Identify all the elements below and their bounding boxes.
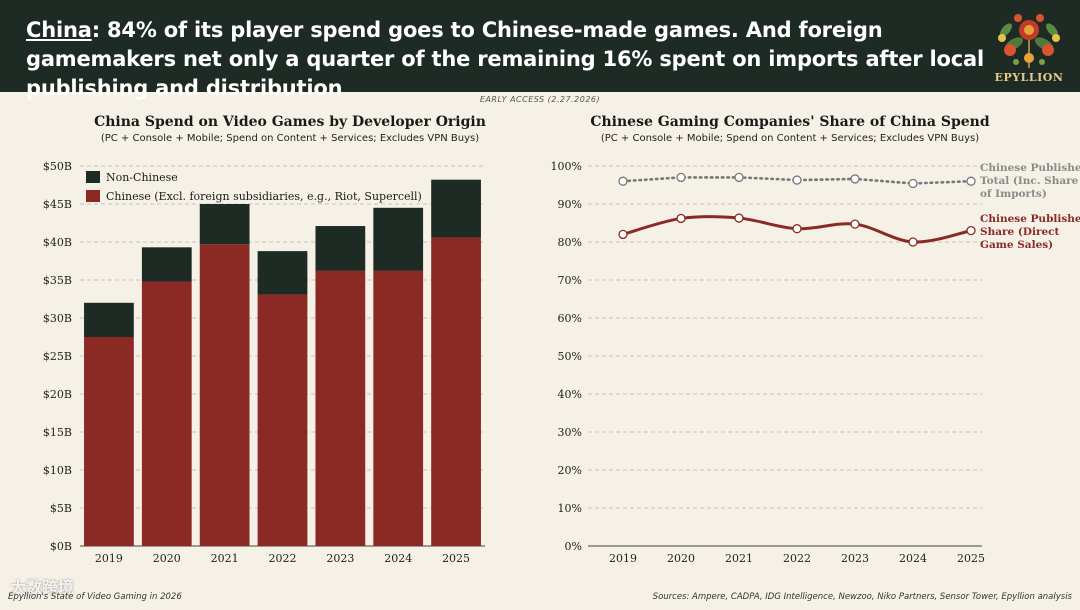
bar-segment	[315, 226, 366, 271]
bar-segment	[257, 251, 308, 295]
data-point	[676, 213, 686, 224]
y-tick-label: 20%	[558, 464, 582, 477]
right-chart-subtitle: (PC + Console + Mobile; Spend on Content…	[600, 133, 980, 144]
bar-segment	[257, 294, 308, 546]
series-label: of Imports)	[980, 188, 1047, 200]
y-tick-label: $40B	[43, 236, 72, 249]
stacked-bar-chart: $0B $5B $10B $15B $20B $25B $30B $35B $40B $45B $5…	[43, 160, 485, 565]
y-tick-label: 50%	[558, 350, 582, 363]
data-point	[792, 175, 802, 185]
left-chart-title: China Spend on Video Games by Developer …	[94, 114, 486, 130]
x-tick-label: 2022	[269, 552, 297, 565]
bar-segment	[141, 281, 192, 546]
line-chart: 0% 10% 20% 30% 40% 50% 60% 70% 80% 90% 100% 2019 202…	[551, 160, 1080, 565]
bar-segment	[431, 179, 481, 238]
bar-segment	[84, 302, 134, 337]
y-tick-label: $25B	[43, 350, 72, 363]
y-tick-label: $45B	[43, 198, 72, 211]
y-tick-label: 40%	[558, 388, 582, 401]
x-tick-label: 2022	[783, 552, 811, 565]
series-label: Game Sales)	[980, 239, 1053, 251]
right-chart-title: Chinese Gaming Companies' Share of China…	[590, 114, 990, 130]
bar-segment	[199, 204, 250, 245]
data-point	[966, 225, 976, 236]
legend-swatch	[86, 190, 100, 202]
headline-lead: China	[26, 18, 92, 42]
watermark: 大数跨境	[10, 578, 75, 597]
x-tick-label: 2023	[841, 552, 869, 565]
headline: China: 84% of its player spend goes to C…	[26, 16, 1006, 103]
x-tick-label: 2020	[667, 552, 695, 565]
logo-text: EPYLLION	[994, 71, 1064, 84]
floral-logo-icon	[998, 14, 1060, 68]
bar-segment	[431, 237, 481, 546]
bar-segment	[199, 244, 250, 546]
y-tick-label: 30%	[558, 426, 582, 439]
epyllion-logo: EPYLLION	[990, 8, 1068, 86]
legend-label: Chinese (Excl. foreign subsidiaries, e.g…	[106, 190, 422, 203]
bar-segment	[315, 270, 366, 546]
y-tick-label: $30B	[43, 312, 72, 325]
y-tick-label: $0B	[50, 540, 72, 553]
y-tick-label: 90%	[558, 198, 582, 211]
bar-segment	[84, 337, 134, 546]
data-point	[734, 213, 744, 223]
y-tick-label: 80%	[558, 236, 582, 249]
x-tick-label: 2025	[442, 552, 470, 565]
x-tick-label: 2021	[725, 552, 753, 565]
data-point	[850, 219, 860, 229]
legend-label: Non-Chinese	[106, 171, 178, 184]
y-tick-label: 100%	[551, 160, 582, 173]
x-tick-label: 2019	[609, 552, 637, 565]
data-point	[908, 178, 918, 189]
bar-segment	[141, 247, 192, 282]
footer-left: Epyllion's State of Video Gaming in 2026	[8, 592, 182, 602]
left-chart-subtitle: (PC + Console + Mobile; Spend on Content…	[100, 133, 480, 144]
legend-swatch	[86, 171, 100, 183]
bar-segment	[373, 270, 424, 546]
early-access-label: EARLY ACCESS (2.27.2026)	[479, 95, 601, 104]
x-tick-label: 2024	[899, 552, 927, 565]
data-point	[850, 174, 860, 184]
bar-segment	[373, 207, 424, 271]
y-tick-label: $5B	[50, 502, 72, 515]
y-tick-label: 10%	[558, 502, 582, 515]
header-banner: China: 84% of its player spend goes to C…	[0, 0, 1080, 100]
series-label: Total (Inc. Share	[980, 175, 1079, 187]
x-tick-label: 2025	[957, 552, 985, 565]
x-tick-label: 2021	[211, 552, 239, 565]
y-tick-label: 60%	[558, 312, 582, 325]
data-point	[618, 176, 628, 186]
data-point	[618, 229, 628, 240]
y-tick-label: $35B	[43, 274, 72, 287]
data-point	[734, 172, 744, 183]
series-label: Share (Direct	[980, 226, 1060, 238]
x-tick-label: 2019	[95, 552, 123, 565]
y-tick-label: 0%	[565, 540, 582, 553]
series-label: Chinese Publisher	[980, 213, 1080, 225]
x-tick-label: 2020	[153, 552, 181, 565]
x-tick-label: 2024	[384, 552, 412, 565]
y-tick-label: $50B	[43, 160, 72, 173]
x-tick-label: 2023	[326, 552, 354, 565]
data-point	[908, 237, 918, 247]
headline-text: : 84% of its player spend goes to Chines…	[26, 18, 984, 100]
data-point	[676, 172, 686, 183]
series-label: Chinese Publisher	[980, 162, 1080, 174]
y-tick-label: $15B	[43, 426, 72, 439]
data-point	[792, 224, 802, 234]
data-point	[966, 176, 976, 186]
y-tick-label: $20B	[43, 388, 72, 401]
y-tick-label: 70%	[558, 274, 582, 287]
y-tick-label: $10B	[43, 464, 72, 477]
footer-sources: Sources: Ampere, CADPA, IDG Intelligence…	[652, 592, 1072, 602]
